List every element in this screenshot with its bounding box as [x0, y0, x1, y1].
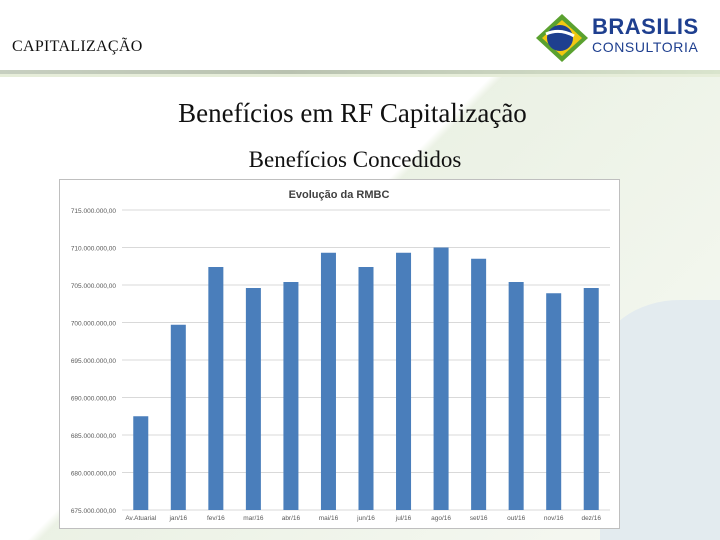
x-tick-label: ago/16	[431, 515, 451, 522]
y-tick-label: 690.000.000,00	[71, 396, 117, 403]
bar-out-16	[508, 282, 524, 510]
x-tick-label: out/16	[507, 515, 525, 522]
x-tick-label: jul/16	[395, 515, 412, 522]
chart-title: Evolução da RMBC	[289, 189, 390, 201]
bar-ago-16	[433, 247, 449, 510]
bar-dez-16	[583, 288, 599, 510]
logo-text-brand: BRASILIS	[592, 14, 699, 39]
x-tick-label: nov/16	[544, 515, 564, 522]
bar-jul-16	[396, 252, 412, 510]
bar-set-16	[471, 258, 487, 510]
bar-jan-16	[170, 324, 186, 510]
x-tick-label: dez/16	[581, 515, 601, 522]
chart-y-axis: 715.000.000,00 710.000.000,00 705.000.000,…	[71, 208, 117, 515]
y-tick-label: 705.000.000,00	[71, 283, 117, 290]
chart-container: Evolução da RMBC 715.000.000,00 710.000.0…	[59, 179, 620, 529]
x-tick-label: jun/16	[356, 515, 375, 522]
x-tick-label: mar/16	[243, 515, 264, 522]
slide-subtitle: Benefícios Concedidos	[248, 147, 462, 172]
section-label: CAPITALIZAÇÃO	[12, 38, 143, 55]
bar-mai-16	[320, 252, 336, 510]
x-tick-label: fev/16	[207, 515, 225, 522]
header-divider-light	[0, 74, 720, 77]
x-tick-label: mai/16	[319, 515, 339, 522]
bar-fev-16	[208, 267, 224, 510]
header-divider	[0, 70, 720, 74]
x-tick-label: set/16	[470, 515, 488, 522]
y-tick-label: 695.000.000,00	[71, 358, 117, 365]
x-tick-label: jan/16	[168, 515, 187, 522]
header-bar	[0, 0, 720, 72]
background-accent	[600, 300, 720, 540]
y-tick-label: 685.000.000,00	[71, 433, 117, 440]
y-tick-label: 680.000.000,00	[71, 471, 117, 478]
slide-title: Benefícios em RF Capitalização	[178, 98, 527, 128]
bar-chart: Evolução da RMBC 715.000.000,00 710.000.0…	[71, 189, 610, 522]
y-tick-label: 675.000.000,00	[71, 508, 117, 515]
bar-mar-16	[245, 288, 261, 510]
bar-jun-16	[358, 267, 374, 510]
y-tick-label: 715.000.000,00	[71, 208, 117, 215]
x-tick-label: Av.Atuarial	[125, 515, 156, 522]
logo-emblem-icon	[536, 14, 588, 62]
logo-text-sub: CONSULTORIA	[592, 39, 699, 55]
bar-abr-16	[283, 282, 299, 510]
y-tick-label: 700.000.000,00	[71, 321, 117, 328]
y-tick-label: 710.000.000,00	[71, 246, 117, 253]
chart-x-axis: Av.Atuarial jan/16 fev/16 mar/16 abr/16 mai/1…	[125, 515, 601, 522]
bar-nov-16	[546, 293, 562, 510]
brasilis-logo: BRASILIS CONSULTORIA	[534, 12, 720, 64]
bar-av-atuarial	[133, 416, 149, 510]
x-tick-label: abr/16	[282, 515, 301, 522]
chart-bars	[133, 247, 599, 510]
